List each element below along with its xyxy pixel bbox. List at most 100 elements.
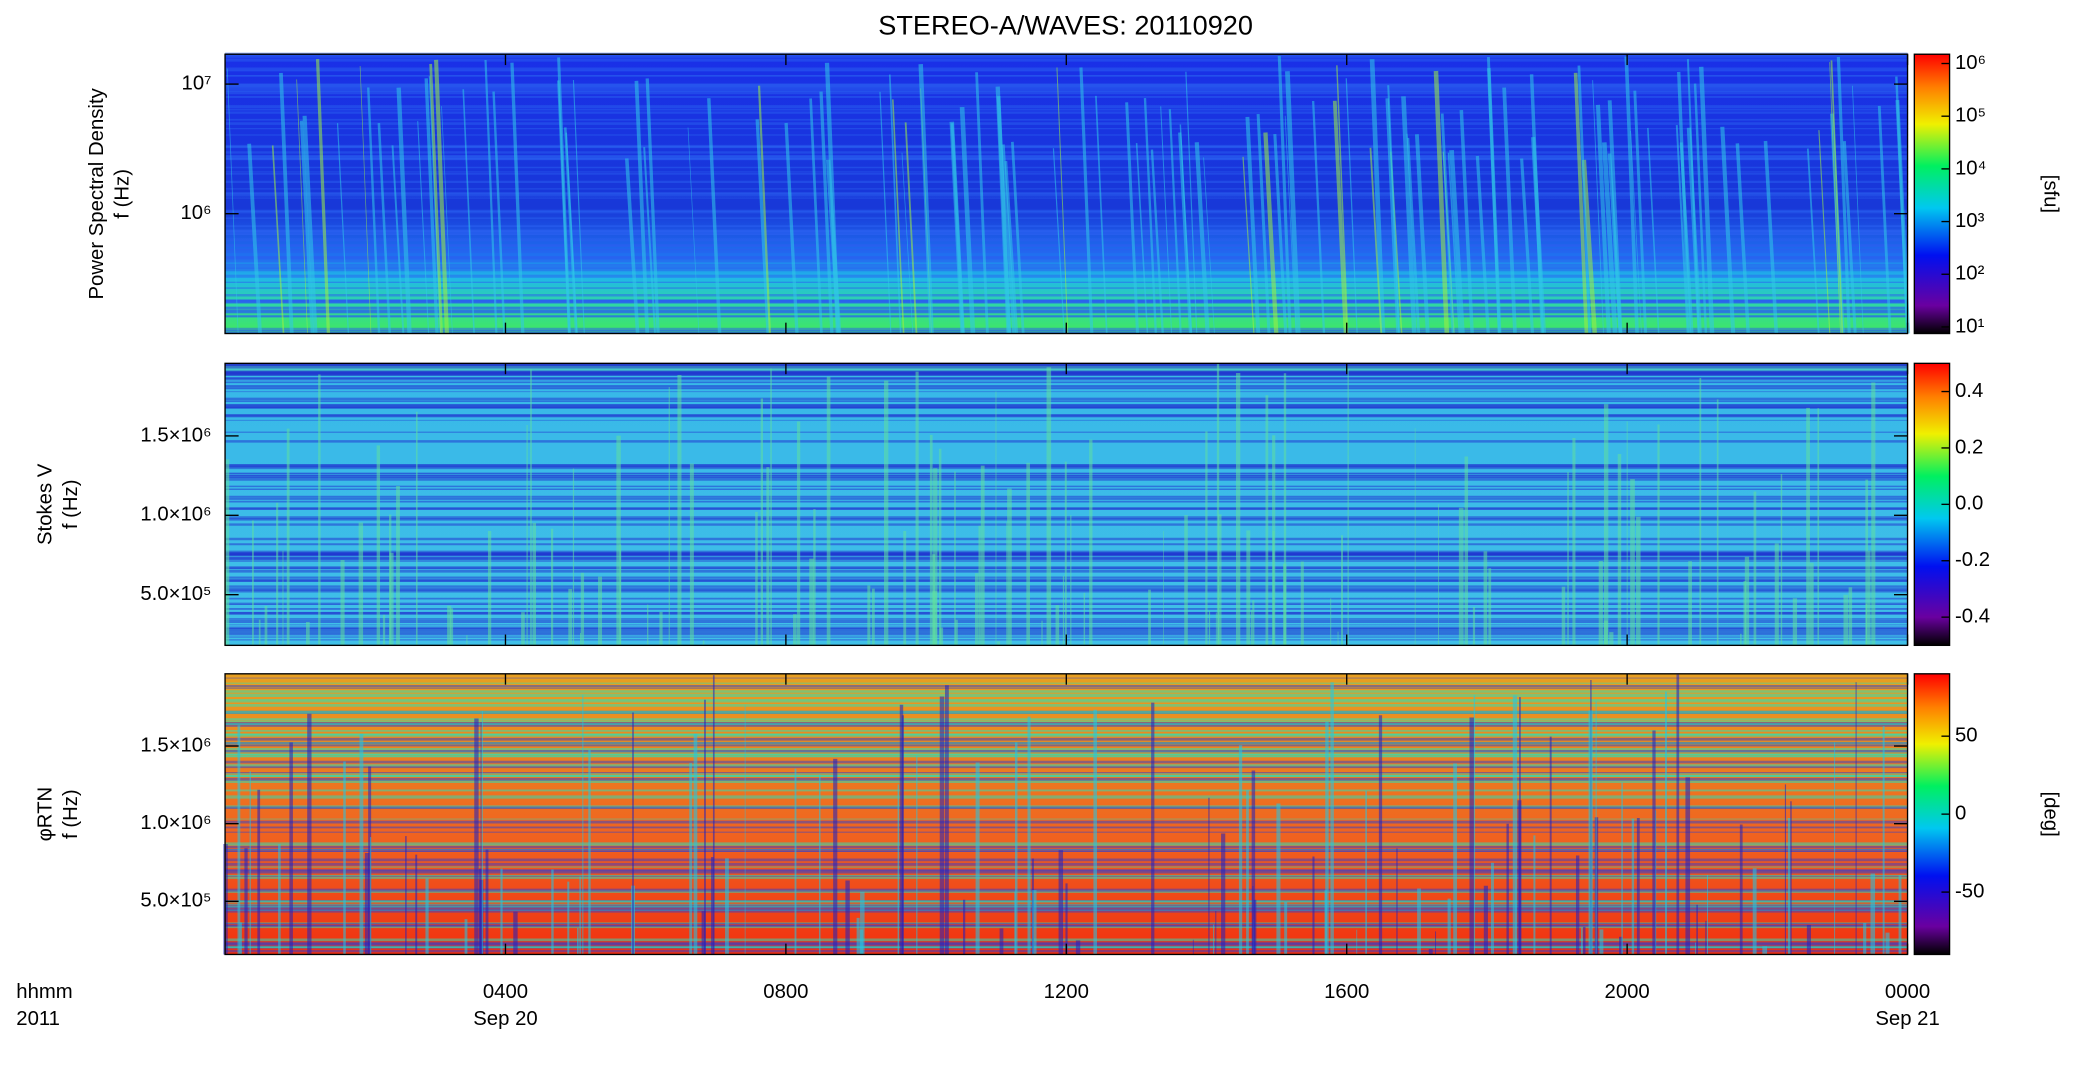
x-date-label: Sep 21 (1875, 1008, 1939, 1030)
texture-streak (299, 120, 314, 334)
texture-streak (1647, 127, 1660, 334)
texture-streak (1487, 68, 1502, 334)
y-axis-label: f (Hz) (60, 789, 82, 839)
texture-streak (1475, 155, 1490, 334)
texture-streak (1256, 113, 1271, 334)
x-tick-label: 1600 (1324, 981, 1369, 1003)
texture-streak (1179, 124, 1192, 334)
texture-streak (396, 87, 412, 334)
colorbar-label: [deg] (2040, 792, 2062, 837)
texture-streak (996, 96, 1012, 334)
texture-streak (949, 121, 965, 334)
texture-streak (1529, 74, 1545, 334)
texture-streak (959, 106, 976, 334)
texture-streak (462, 89, 475, 334)
texture-streak (1630, 130, 1642, 334)
texture-streak (1369, 147, 1383, 334)
texture-streak (279, 72, 294, 334)
y-axis-label: f (Hz) (60, 479, 82, 529)
colorbar-tick-label: -0.4 (1955, 606, 1990, 628)
colorbar-tick-label: 0.0 (1955, 493, 1983, 515)
texture-streak (1284, 115, 1297, 334)
colorbar-tick-label: -0.2 (1955, 549, 1990, 571)
texture-streak (1459, 109, 1474, 334)
texture-streak (1607, 100, 1623, 334)
texture-streak (1433, 70, 1450, 334)
texture-streak (1830, 60, 1844, 334)
texture-streak (755, 119, 770, 334)
texture-streak (271, 145, 285, 334)
texture-streak (645, 78, 660, 334)
texture-streak (1581, 159, 1597, 334)
texture-streak (492, 91, 506, 334)
texture-streak (226, 68, 239, 334)
y-axis-label: φRTN (34, 787, 56, 842)
chart-title: STEREO-A/WAVES: 20110920 (878, 9, 1253, 40)
texture-streak (484, 59, 498, 334)
colorbar (1913, 673, 1951, 956)
texture-streak (1573, 72, 1589, 334)
x-date-label: Sep 20 (473, 1008, 537, 1030)
texture-streak (1520, 158, 1535, 334)
texture-streak (1336, 65, 1349, 334)
texture-streak (1806, 148, 1820, 334)
texture-streak (643, 147, 657, 334)
texture-streak (1601, 142, 1618, 334)
texture-streak (1079, 67, 1094, 334)
texture-streak (1414, 134, 1430, 334)
y-tick-label: 5.0×10⁵ (140, 890, 211, 912)
texture-streak (1011, 141, 1025, 334)
texture-streak (1387, 85, 1401, 334)
texture-streak (1160, 106, 1173, 334)
y-tick-label: 1.0×10⁶ (140, 504, 211, 526)
colorbar-tick-label: 0 (1955, 803, 1966, 825)
texture-streak (434, 59, 449, 334)
texture-streak (634, 80, 650, 334)
texture-streak (1836, 56, 1851, 334)
texture-streak (441, 106, 453, 334)
colorbar-tick-label: 10¹ (1955, 315, 1985, 337)
texture-streak (367, 87, 381, 334)
texture-streak (391, 145, 405, 334)
texture-streak (564, 127, 578, 334)
texture-streak (1592, 80, 1604, 334)
texture-streak (424, 78, 439, 334)
texture-streak (247, 143, 262, 334)
colorbar-tick-label: 0.4 (1955, 380, 1983, 402)
texture-streak (429, 63, 443, 334)
texture-streak (757, 85, 771, 334)
texture-streak (1203, 157, 1215, 334)
texture-streak (879, 91, 892, 334)
texture-streak (417, 121, 430, 334)
texture-streak (315, 58, 331, 334)
colorbar-tick-label: 0.2 (1955, 436, 1983, 458)
texture-streak (1699, 66, 1715, 334)
colorbar-tick-label: 10² (1955, 263, 1985, 285)
texture-streak (825, 159, 842, 334)
texture-streak (1125, 102, 1139, 334)
texture-streak (624, 158, 640, 334)
y-tick-label: 1.5×10⁶ (140, 424, 211, 446)
texture-streak (904, 122, 918, 334)
texture-streak (1143, 98, 1157, 334)
y-tick-label: 1.0×10⁶ (140, 812, 211, 834)
texture-streak (975, 72, 989, 334)
texture-streak (336, 123, 349, 334)
texture-streak (687, 127, 700, 334)
colorbar-tick-label: -50 (1955, 880, 1984, 902)
texture-streak (1577, 65, 1592, 334)
texture-streak (1263, 132, 1279, 334)
texture-streak (1595, 104, 1611, 334)
texture-streak (1185, 71, 1198, 334)
texture-streak (784, 122, 799, 334)
texture-streak (510, 62, 525, 334)
texture-streak (809, 98, 823, 334)
texture-streak (572, 80, 585, 334)
texture-streak (901, 152, 914, 334)
texture-streak (1502, 87, 1517, 334)
colorbar-tick-label: 10⁴ (1955, 157, 1986, 179)
texture-streak (1135, 142, 1149, 334)
texture-streak (888, 74, 902, 334)
texture-streak (1624, 56, 1639, 334)
texture-streak (1194, 142, 1210, 334)
